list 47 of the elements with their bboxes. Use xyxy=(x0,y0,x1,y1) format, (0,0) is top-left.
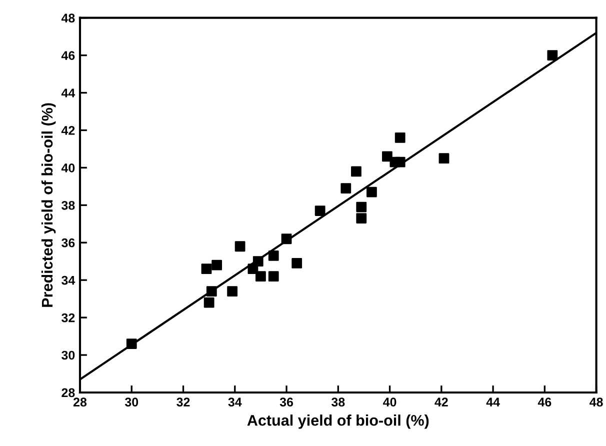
x-tick-label: 34 xyxy=(228,398,242,407)
y-tick-label: 44 xyxy=(61,88,76,98)
point xyxy=(201,264,212,274)
point xyxy=(256,271,266,282)
point xyxy=(394,132,406,143)
point xyxy=(438,153,450,164)
point xyxy=(356,202,367,212)
x-axis-title: Actual yield of bio-oil (%) xyxy=(247,414,429,429)
x-tick-label: 28 xyxy=(73,398,87,407)
y-tick-label: 38 xyxy=(62,200,75,210)
point xyxy=(268,250,279,261)
point xyxy=(234,241,246,252)
y-tick-label: 30 xyxy=(62,350,75,360)
point xyxy=(356,213,367,224)
point xyxy=(227,286,238,297)
point xyxy=(212,260,222,270)
point xyxy=(206,286,217,297)
point xyxy=(252,256,264,267)
point xyxy=(204,297,214,308)
x-tick-label: 44 xyxy=(486,398,500,406)
point xyxy=(547,50,558,60)
y-tick-label: 32 xyxy=(62,313,75,322)
point xyxy=(281,234,292,244)
point xyxy=(340,183,352,194)
point xyxy=(394,156,406,168)
x-tick-label: 42 xyxy=(434,398,448,406)
point xyxy=(292,258,302,268)
point xyxy=(351,166,362,177)
x-tick-label: 48 xyxy=(590,398,603,407)
point xyxy=(366,186,377,198)
x-tick-label: 32 xyxy=(176,398,190,407)
point xyxy=(314,206,326,216)
x-tick-label: 40 xyxy=(383,398,396,407)
x-tick-label: 36 xyxy=(280,398,294,407)
y-axis-title: Predicted yield of bio-oil (%) xyxy=(41,103,56,307)
y-tick-label: 28 xyxy=(62,388,75,398)
y-tick-label: 36 xyxy=(62,238,75,248)
point xyxy=(268,271,279,282)
y-tick-label: 40 xyxy=(61,163,75,172)
y-tick-label: 48 xyxy=(61,14,75,22)
x-tick-label: 38 xyxy=(331,398,345,407)
x-tick-label: 30 xyxy=(124,398,138,407)
y-tick-label: 42 xyxy=(61,126,75,135)
y-tick-label: 34 xyxy=(62,276,76,285)
y-tick-label: 46 xyxy=(61,51,75,60)
point xyxy=(126,338,137,349)
x-tick-label: 46 xyxy=(538,398,552,407)
